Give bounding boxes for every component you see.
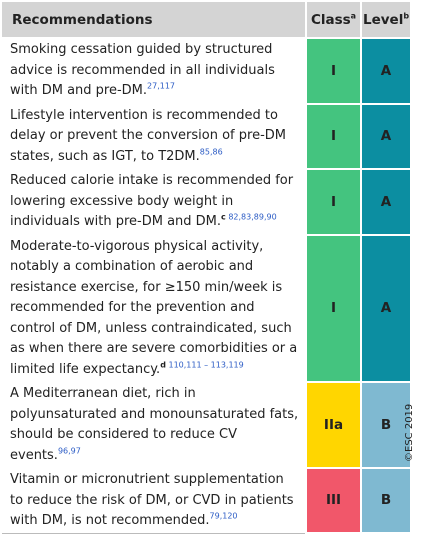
level-cell: A [360, 102, 412, 170]
header-level: Levelb [360, 0, 412, 39]
superscripts: 85,86 [200, 147, 223, 156]
row: A Mediterranean diet, rich in polyunsatu… [0, 381, 412, 469]
recommendation-text: Reduced calorie intake is recommended fo… [10, 173, 294, 229]
superscripts: c 82,83,89,90 [221, 213, 277, 222]
recommendation-text: Vitamin or micronutrient supplementation… [10, 472, 294, 528]
references: 85,86 [199, 147, 223, 157]
row: Reduced calorie intake is recommended fo… [0, 168, 412, 236]
row: Moderate-to-vigorous physical activity, … [0, 233, 412, 383]
copyright: ©ESC 2019 [404, 403, 415, 462]
level-cell: B [360, 381, 412, 469]
header-class-text: Class [310, 11, 351, 28]
footnote-marker: d [160, 360, 166, 370]
class-cell: I [305, 233, 362, 383]
footnote-marker: c [221, 212, 226, 222]
header-level-note: b [403, 11, 410, 20]
class-cell: I [305, 37, 362, 105]
recommendations-table: Recommendations Classa Levelb Smoking ce… [0, 0, 412, 534]
references: 110,111 – 113,119 [168, 360, 244, 370]
row: Smoking cessation guided by structured a… [0, 37, 412, 105]
header-class-note: a [350, 11, 357, 20]
header-row: Recommendations Classa Levelb [0, 0, 412, 39]
recommendation-cell: Moderate-to-vigorous physical activity, … [0, 233, 307, 383]
row: Vitamin or micronutrient supplementation… [0, 467, 412, 534]
level-cell: A [360, 37, 412, 105]
recommendation-cell: Vitamin or micronutrient supplementation… [0, 467, 307, 534]
level-cell: A [360, 233, 412, 383]
references: 79,120 [209, 511, 238, 521]
recommendation-text: A Mediterranean diet, rich in polyunsatu… [10, 386, 299, 463]
header-class: Classa [305, 0, 362, 39]
recommendation-text: Moderate-to-vigorous physical activity, … [10, 238, 298, 377]
superscripts: 96,97 [58, 446, 81, 455]
class-cell: III [305, 467, 362, 534]
row: Lifestyle intervention is recommended to… [0, 102, 412, 170]
superscripts: 27,117 [147, 82, 175, 91]
superscripts: 79,120 [210, 512, 238, 521]
level-cell: B [360, 467, 412, 534]
header-recommendations: Recommendations [0, 0, 307, 39]
header-level-text: Level [363, 11, 404, 28]
recommendation-text: Lifestyle intervention is recommended to… [10, 107, 286, 164]
class-cell: I [305, 102, 362, 170]
references: 96,97 [57, 446, 81, 456]
recommendation-cell: A Mediterranean diet, rich in polyunsatu… [0, 381, 307, 469]
class-cell: I [305, 168, 362, 236]
references: 82,83,89,90 [228, 212, 277, 222]
level-cell: A [360, 168, 412, 236]
class-cell: IIa [305, 381, 362, 469]
references: 27,117 [147, 81, 176, 91]
recommendation-cell: Smoking cessation guided by structured a… [0, 37, 307, 104]
superscripts: d 110,111 – 113,119 [160, 360, 244, 369]
recommendation-cell: Lifestyle intervention is recommended to… [0, 102, 307, 170]
recommendation-text: Smoking cessation guided by structured a… [10, 42, 275, 98]
recommendation-cell: Reduced calorie intake is recommended fo… [0, 168, 307, 235]
